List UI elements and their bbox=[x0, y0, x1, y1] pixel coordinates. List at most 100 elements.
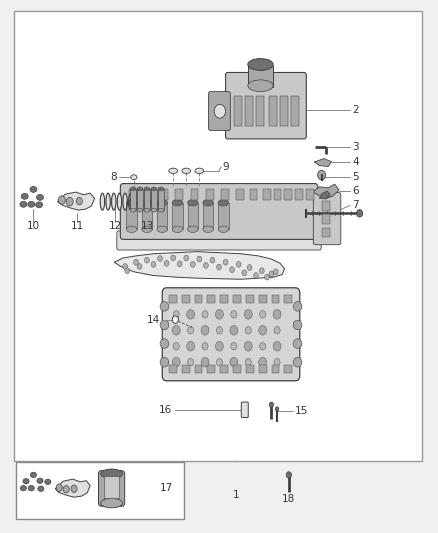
Ellipse shape bbox=[30, 187, 37, 192]
Circle shape bbox=[269, 402, 274, 407]
Bar bbox=[269, 96, 277, 126]
Bar bbox=[234, 96, 242, 126]
Ellipse shape bbox=[123, 194, 127, 209]
Text: 18: 18 bbox=[282, 494, 296, 504]
Bar bbox=[151, 189, 157, 210]
Bar bbox=[145, 189, 150, 210]
Text: 13: 13 bbox=[140, 221, 154, 231]
Ellipse shape bbox=[187, 199, 198, 206]
Circle shape bbox=[164, 261, 169, 266]
Ellipse shape bbox=[182, 168, 191, 173]
Circle shape bbox=[214, 104, 226, 118]
Bar bbox=[194, 365, 202, 373]
Circle shape bbox=[216, 327, 223, 334]
Bar bbox=[237, 189, 244, 200]
Bar bbox=[233, 295, 241, 303]
Circle shape bbox=[357, 209, 363, 217]
Circle shape bbox=[244, 342, 252, 351]
Ellipse shape bbox=[195, 168, 204, 173]
Bar bbox=[321, 201, 330, 211]
Bar bbox=[203, 203, 213, 229]
Bar bbox=[191, 189, 198, 200]
Circle shape bbox=[172, 326, 180, 335]
Bar bbox=[285, 189, 292, 200]
Ellipse shape bbox=[142, 199, 152, 206]
Ellipse shape bbox=[248, 80, 273, 92]
Circle shape bbox=[197, 256, 202, 262]
Circle shape bbox=[274, 359, 280, 366]
Ellipse shape bbox=[144, 208, 150, 212]
Circle shape bbox=[265, 274, 269, 280]
Bar bbox=[259, 295, 267, 303]
Circle shape bbox=[259, 326, 267, 335]
Ellipse shape bbox=[127, 226, 137, 232]
Bar bbox=[131, 189, 136, 210]
Circle shape bbox=[259, 268, 264, 273]
Bar bbox=[246, 365, 254, 373]
Ellipse shape bbox=[45, 479, 51, 484]
Circle shape bbox=[172, 358, 180, 367]
Polygon shape bbox=[55, 479, 90, 497]
Ellipse shape bbox=[160, 339, 169, 349]
Text: 8: 8 bbox=[110, 172, 117, 182]
Bar bbox=[274, 189, 282, 200]
Ellipse shape bbox=[248, 59, 273, 70]
Ellipse shape bbox=[203, 226, 213, 232]
Circle shape bbox=[66, 197, 73, 206]
Bar bbox=[160, 189, 168, 200]
Circle shape bbox=[210, 257, 215, 263]
Bar bbox=[207, 295, 215, 303]
Bar bbox=[138, 189, 143, 210]
Ellipse shape bbox=[28, 486, 34, 491]
Polygon shape bbox=[114, 252, 285, 279]
FancyBboxPatch shape bbox=[117, 231, 321, 250]
Text: 3: 3 bbox=[352, 142, 359, 152]
Circle shape bbox=[230, 326, 238, 335]
Circle shape bbox=[202, 311, 208, 318]
Circle shape bbox=[134, 260, 138, 265]
Ellipse shape bbox=[101, 498, 123, 508]
Bar bbox=[16, 462, 184, 519]
Ellipse shape bbox=[35, 202, 42, 208]
Ellipse shape bbox=[203, 199, 213, 206]
Circle shape bbox=[202, 343, 208, 350]
Ellipse shape bbox=[127, 199, 137, 206]
Bar bbox=[233, 365, 241, 373]
Ellipse shape bbox=[218, 226, 229, 232]
Bar bbox=[175, 189, 183, 200]
Circle shape bbox=[173, 311, 179, 318]
Ellipse shape bbox=[112, 194, 116, 209]
Ellipse shape bbox=[172, 226, 183, 232]
Bar bbox=[295, 189, 303, 200]
Circle shape bbox=[245, 327, 251, 334]
FancyBboxPatch shape bbox=[162, 288, 300, 381]
Bar bbox=[285, 365, 292, 373]
Bar bbox=[263, 189, 271, 200]
FancyBboxPatch shape bbox=[313, 192, 341, 245]
FancyBboxPatch shape bbox=[226, 72, 306, 139]
Bar bbox=[220, 365, 228, 373]
Bar bbox=[218, 203, 229, 229]
Circle shape bbox=[125, 268, 130, 273]
Ellipse shape bbox=[293, 339, 302, 349]
Bar bbox=[142, 203, 152, 229]
Ellipse shape bbox=[23, 479, 29, 484]
Text: 1: 1 bbox=[233, 490, 240, 500]
Ellipse shape bbox=[151, 208, 157, 212]
Ellipse shape bbox=[21, 193, 28, 199]
Circle shape bbox=[318, 170, 325, 180]
Bar bbox=[272, 295, 279, 303]
Circle shape bbox=[242, 270, 247, 276]
Ellipse shape bbox=[101, 469, 123, 479]
FancyBboxPatch shape bbox=[99, 471, 125, 506]
Ellipse shape bbox=[293, 358, 302, 367]
Circle shape bbox=[63, 486, 69, 493]
Ellipse shape bbox=[169, 168, 177, 173]
Bar bbox=[291, 96, 299, 126]
Bar bbox=[187, 203, 198, 229]
Bar bbox=[130, 189, 138, 200]
Text: 10: 10 bbox=[27, 221, 40, 231]
Circle shape bbox=[247, 265, 252, 270]
Polygon shape bbox=[314, 159, 332, 166]
FancyBboxPatch shape bbox=[120, 183, 318, 239]
